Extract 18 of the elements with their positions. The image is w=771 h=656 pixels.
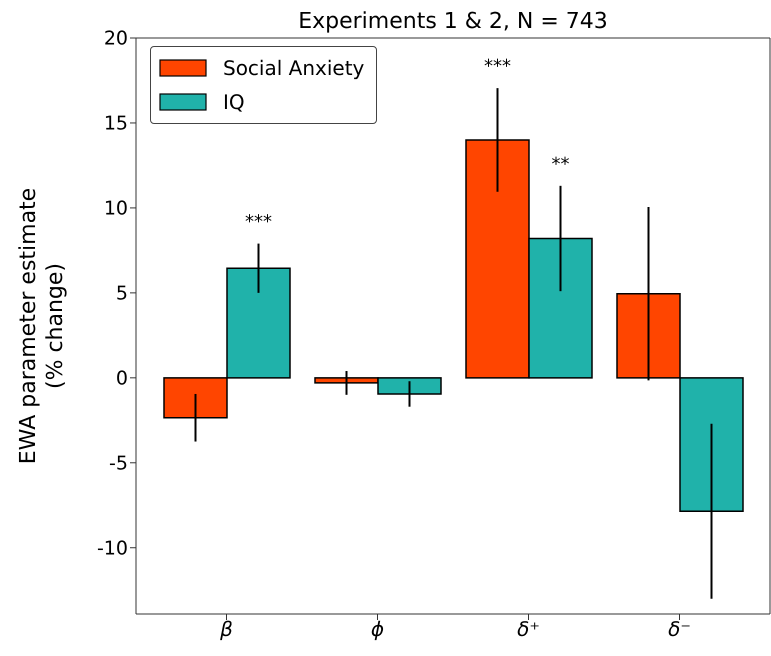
legend-label: Social Anxiety: [223, 56, 364, 80]
y-tick-label: -5: [109, 452, 128, 475]
x-tick-label: ϕ: [370, 617, 384, 642]
x-tick-label: β: [219, 617, 234, 642]
annotation: ***: [245, 212, 272, 233]
y-tick-label: 20: [104, 28, 128, 50]
x-tick-label: δ⁻: [668, 617, 691, 642]
y-tick-label: -10: [96, 537, 128, 560]
y-tick-label: 10: [104, 198, 128, 220]
annotation: **: [552, 154, 570, 175]
y-tick-label: 5: [116, 282, 128, 305]
annotation: ***: [484, 56, 511, 78]
y-tick-label: 15: [104, 112, 128, 135]
x-tick-label: δ⁺: [517, 617, 540, 642]
y-tick-label: 0: [116, 368, 128, 390]
chart-title: Experiments 1 & 2, N = 743: [297, 8, 609, 36]
y-axis-title: EWA parameter estimate (% change): [16, 188, 68, 464]
legend-label: IQ: [223, 90, 245, 114]
